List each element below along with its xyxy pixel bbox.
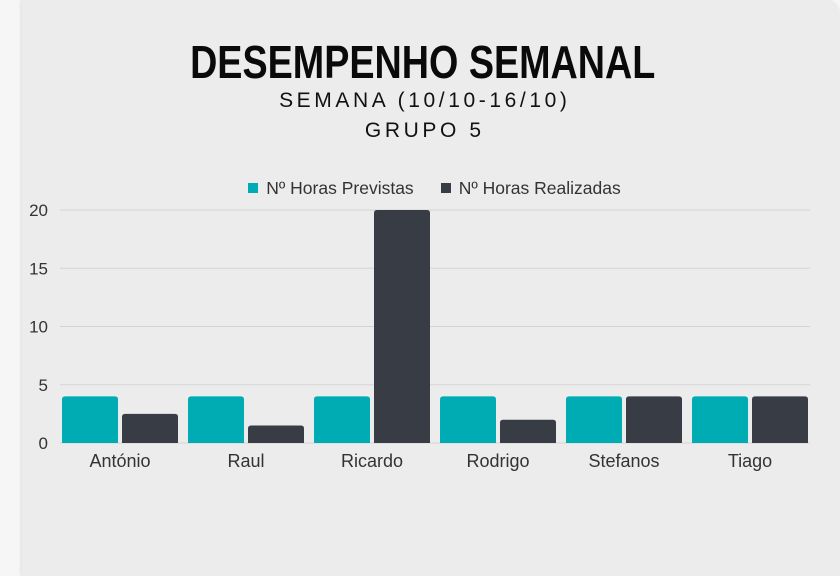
chart-title: DESEMPENHO SEMANAL: [0, 39, 840, 85]
chart-card: [22, 0, 840, 576]
x-tick-label-raul: Raul: [227, 451, 264, 471]
y-tick-label: 20: [29, 201, 48, 220]
y-tick-label: 0: [39, 434, 48, 453]
bar-n-horas-previstas-raul: [188, 396, 244, 443]
bar-n-horas-realizadas-tiago: [752, 396, 808, 443]
legend-item-realizadas: Nº Horas Realizadas: [440, 178, 621, 198]
chart-group-label: GRUPO 5: [364, 119, 485, 142]
bar-n-horas-realizadas-antonio: [122, 413, 178, 443]
bar-n-horas-previstas-ricardo: [314, 396, 370, 443]
x-tick-label-ricardo: Ricardo: [341, 451, 403, 471]
y-tick-label: 15: [29, 259, 48, 278]
chart-legend: Nº Horas Previstas Nº Horas Realizadas: [0, 179, 840, 197]
legend-swatch-previstas: [248, 183, 259, 193]
chart-subtitle: SEMANA (10/10-16/10): [279, 89, 571, 112]
legend-item-previstas: Nº Horas Previstas: [248, 178, 414, 198]
x-tick-label-tiago: Tiago: [728, 451, 772, 471]
bar-n-horas-realizadas-rodrigo: [500, 419, 556, 443]
legend-label-previstas: Nº Horas Previstas: [266, 178, 414, 198]
bar-n-horas-previstas-rodrigo: [440, 396, 496, 443]
x-tick-label-stefanos: Stefanos: [588, 451, 659, 471]
bar-n-horas-realizadas-stefanos: [626, 396, 682, 443]
x-tick-label-rodrigo: Rodrigo: [466, 451, 529, 471]
bar-n-horas-realizadas-raul: [248, 425, 304, 443]
legend-label-realizadas: Nº Horas Realizadas: [458, 178, 621, 198]
x-tick-label-antonio: António: [89, 451, 150, 471]
y-tick-label: 10: [29, 318, 48, 337]
chart-title-text: DESEMPENHO SEMANAL: [190, 36, 656, 88]
legend-swatch-realizadas: [440, 183, 451, 193]
y-tick-label: 5: [39, 376, 48, 395]
bar-n-horas-previstas-tiago: [692, 396, 748, 443]
bar-n-horas-previstas-antonio: [62, 396, 118, 443]
bar-n-horas-previstas-stefanos: [566, 396, 622, 443]
bar-n-horas-realizadas-ricardo: [374, 210, 430, 443]
